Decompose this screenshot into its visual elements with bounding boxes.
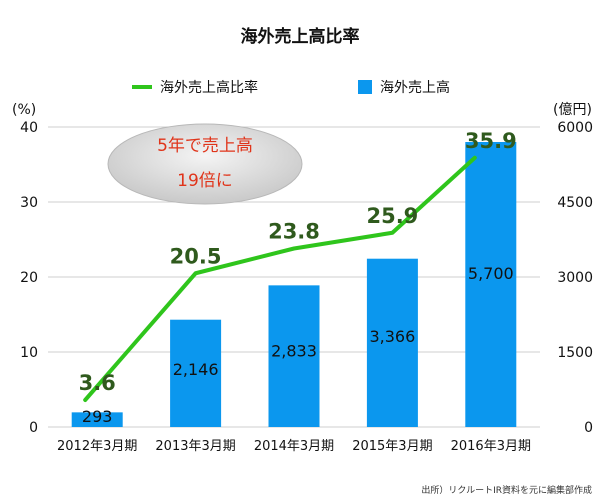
legend: 海外売上高比率 海外売上高 bbox=[132, 79, 450, 96]
annotation-bubble: 5年で売上高 19倍に bbox=[107, 123, 303, 205]
left-tick-label: 30 bbox=[20, 195, 38, 211]
left-tick-label: 40 bbox=[20, 120, 38, 136]
legend-bar-label: 海外売上高 bbox=[380, 79, 450, 96]
ratio-value-label: 20.5 bbox=[170, 244, 222, 268]
right-axis-ticks: 0 1500 3000 4500 6000 bbox=[557, 120, 593, 436]
bars bbox=[71, 142, 517, 427]
category-label: 2013年3月期 bbox=[155, 439, 235, 454]
category-label: 2012年3月期 bbox=[57, 439, 137, 454]
ratio-line-path bbox=[83, 155, 477, 402]
bar-value-label: 2,833 bbox=[271, 342, 317, 361]
category-label: 2014年3月期 bbox=[254, 439, 334, 454]
annotation-line-2: 19倍に bbox=[177, 171, 233, 191]
right-tick-label: 1500 bbox=[557, 345, 593, 361]
bar bbox=[71, 412, 123, 427]
category-label: 2015年3月期 bbox=[352, 439, 432, 454]
ratio-value-labels: 3.6 20.5 23.8 25.9 35.9 bbox=[79, 129, 517, 395]
annotation-ellipse bbox=[107, 123, 303, 205]
bar-value-label: 293 bbox=[82, 407, 113, 426]
chart-title: 海外売上高比率 bbox=[241, 26, 360, 47]
ratio-line bbox=[83, 155, 477, 402]
bar bbox=[268, 285, 320, 427]
legend-bar-swatch bbox=[358, 80, 372, 94]
left-tick-label: 20 bbox=[20, 270, 38, 286]
right-axis-unit: (億円) bbox=[553, 102, 592, 118]
right-tick-label: 4500 bbox=[557, 195, 593, 211]
left-tick-label: 0 bbox=[29, 420, 38, 436]
source-note: 出所）リクルートIR資料を元に編集部作成 bbox=[421, 484, 592, 496]
bar-value-label: 2,146 bbox=[173, 360, 219, 379]
bar bbox=[465, 142, 517, 427]
left-axis-ticks: 0 10 20 30 40 bbox=[20, 120, 38, 436]
ratio-value-label: 25.9 bbox=[366, 204, 418, 228]
left-axis-unit: (%) bbox=[12, 102, 36, 118]
bar bbox=[170, 319, 222, 427]
ratio-value-label: 23.8 bbox=[268, 220, 320, 244]
bar-value-label: 3,366 bbox=[369, 327, 415, 346]
right-tick-label: 6000 bbox=[557, 120, 593, 136]
right-tick-label: 0 bbox=[584, 420, 593, 436]
right-tick-label: 3000 bbox=[557, 270, 593, 286]
ratio-value-label: 3.6 bbox=[79, 371, 116, 395]
ratio-value-label: 35.9 bbox=[465, 129, 517, 153]
left-tick-label: 10 bbox=[20, 345, 38, 361]
bar-value-label: 5,700 bbox=[468, 264, 514, 283]
category-label: 2016年3月期 bbox=[451, 439, 531, 454]
bar bbox=[366, 258, 418, 427]
bar-value-labels: 293 2,146 2,833 3,366 5,700 bbox=[82, 264, 514, 426]
annotation-line-1: 5年で売上高 bbox=[157, 136, 253, 156]
category-labels: 2012年3月期 2013年3月期 2014年3月期 2015年3月期 2016年3月期 bbox=[57, 439, 531, 454]
legend-line-label: 海外売上高比率 bbox=[160, 79, 258, 96]
